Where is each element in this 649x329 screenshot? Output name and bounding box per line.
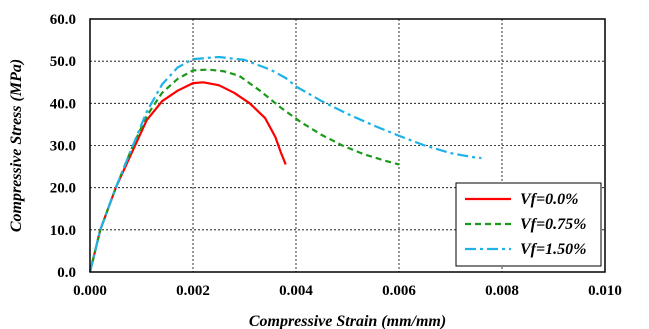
x-tick-label: 0.002 bbox=[176, 283, 210, 299]
y-tick-label: 60.0 bbox=[50, 12, 76, 28]
legend-label-0: Vf=0.0% bbox=[520, 191, 578, 208]
series-line-1 bbox=[88, 68, 400, 273]
series-line-0 bbox=[88, 81, 287, 273]
plot-frame bbox=[89, 18, 606, 273]
x-tick-label: 0.010 bbox=[588, 283, 622, 299]
series-line-2 bbox=[88, 55, 482, 273]
x-tick-label: 0.006 bbox=[382, 283, 416, 299]
series-lines bbox=[88, 55, 482, 273]
y-tick-label: 30.0 bbox=[50, 139, 76, 155]
legend: Vf=0.0% Vf=0.75% Vf=1.50% bbox=[455, 182, 602, 267]
y-tick-labels: 0.0 10.0 20.0 30.0 40.0 50.0 60.0 bbox=[50, 12, 76, 281]
y-tick-label: 50.0 bbox=[50, 54, 76, 70]
y-tick-label: 10.0 bbox=[50, 223, 76, 239]
y-tick-label: 20.0 bbox=[50, 181, 76, 197]
y-tick-label: 0.0 bbox=[57, 265, 76, 281]
x-tick-labels: 0.000 0.002 0.004 0.006 0.008 0.010 bbox=[73, 283, 622, 299]
y-tick-label: 40.0 bbox=[50, 96, 76, 112]
legend-label-2: Vf=1.50% bbox=[520, 241, 586, 258]
x-axis-label: Compressive Strain (mm/mm) bbox=[249, 313, 446, 329]
legend-box bbox=[455, 182, 602, 267]
x-tick-label: 0.008 bbox=[485, 283, 519, 299]
y-axis-label: Compressive Stress (MPa) bbox=[8, 59, 25, 232]
x-tick-label: 0.000 bbox=[73, 283, 107, 299]
legend-label-1: Vf=0.75% bbox=[520, 216, 586, 233]
x-tick-label: 0.004 bbox=[279, 283, 313, 299]
